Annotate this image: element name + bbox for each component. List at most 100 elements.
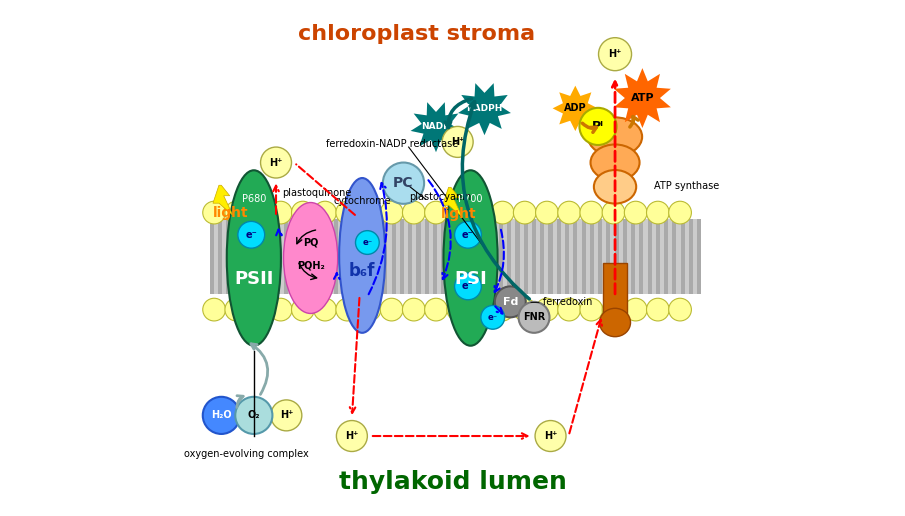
Bar bbox=[466, 219, 470, 294]
Circle shape bbox=[454, 221, 481, 248]
Circle shape bbox=[646, 201, 669, 224]
Circle shape bbox=[580, 201, 603, 224]
Ellipse shape bbox=[339, 178, 386, 333]
Bar bbox=[218, 219, 223, 294]
Ellipse shape bbox=[591, 144, 640, 181]
Circle shape bbox=[536, 201, 558, 224]
Text: O₂: O₂ bbox=[248, 410, 260, 421]
Circle shape bbox=[513, 201, 536, 224]
Bar bbox=[450, 219, 453, 294]
Circle shape bbox=[669, 201, 691, 224]
Circle shape bbox=[380, 201, 403, 224]
Circle shape bbox=[336, 298, 358, 321]
Text: H⁺: H⁺ bbox=[544, 431, 557, 441]
Bar bbox=[342, 219, 347, 294]
Bar bbox=[309, 219, 313, 294]
Text: NADP: NADP bbox=[422, 122, 451, 131]
Circle shape bbox=[519, 302, 549, 333]
Polygon shape bbox=[553, 86, 598, 131]
Circle shape bbox=[491, 201, 514, 224]
Bar bbox=[623, 219, 627, 294]
Circle shape bbox=[314, 201, 337, 224]
Circle shape bbox=[271, 400, 302, 431]
Bar bbox=[482, 219, 487, 294]
Text: thylakoid lumen: thylakoid lumen bbox=[338, 471, 567, 494]
Circle shape bbox=[602, 298, 624, 321]
Ellipse shape bbox=[227, 170, 281, 346]
Circle shape bbox=[443, 126, 473, 157]
Text: H⁺: H⁺ bbox=[608, 49, 622, 59]
Text: light: light bbox=[213, 206, 248, 220]
Bar bbox=[603, 263, 627, 330]
Bar bbox=[548, 219, 553, 294]
Text: Pᴵ: Pᴵ bbox=[592, 120, 604, 133]
Bar bbox=[532, 219, 536, 294]
Circle shape bbox=[261, 147, 291, 178]
Text: plastocyanin: plastocyanin bbox=[409, 192, 471, 202]
Text: light: light bbox=[441, 207, 477, 221]
Text: Fd: Fd bbox=[502, 297, 518, 307]
Text: NADPH: NADPH bbox=[466, 104, 502, 113]
Ellipse shape bbox=[588, 118, 643, 156]
Polygon shape bbox=[443, 187, 462, 217]
Circle shape bbox=[358, 298, 381, 321]
Bar bbox=[276, 219, 281, 294]
Text: H⁺: H⁺ bbox=[345, 431, 358, 441]
Bar bbox=[292, 219, 297, 294]
Circle shape bbox=[424, 298, 447, 321]
Bar bbox=[334, 219, 338, 294]
Text: PQH₂: PQH₂ bbox=[297, 261, 325, 271]
Text: ATP synthase: ATP synthase bbox=[653, 181, 719, 191]
Bar bbox=[606, 219, 610, 294]
Circle shape bbox=[469, 201, 491, 224]
Circle shape bbox=[447, 298, 470, 321]
Text: H₂O: H₂O bbox=[211, 410, 232, 421]
Text: FNR: FNR bbox=[523, 312, 545, 322]
Bar bbox=[689, 219, 693, 294]
Bar bbox=[507, 219, 511, 294]
Circle shape bbox=[291, 201, 314, 224]
Circle shape bbox=[403, 298, 425, 321]
Bar bbox=[573, 219, 577, 294]
Circle shape bbox=[602, 201, 624, 224]
Circle shape bbox=[270, 298, 292, 321]
Bar bbox=[441, 219, 445, 294]
Circle shape bbox=[624, 298, 647, 321]
Text: chloroplast stroma: chloroplast stroma bbox=[298, 24, 535, 43]
Text: oxygen-evolving complex: oxygen-evolving complex bbox=[184, 449, 309, 459]
Text: P700: P700 bbox=[458, 194, 482, 204]
Text: PQ: PQ bbox=[303, 237, 319, 248]
Bar bbox=[672, 219, 676, 294]
Circle shape bbox=[383, 163, 424, 204]
Polygon shape bbox=[411, 102, 462, 152]
Bar bbox=[260, 219, 263, 294]
Ellipse shape bbox=[599, 309, 631, 337]
Text: ADP: ADP bbox=[564, 103, 586, 114]
Circle shape bbox=[225, 201, 248, 224]
Bar bbox=[639, 219, 643, 294]
Circle shape bbox=[491, 298, 514, 321]
Text: e⁻: e⁻ bbox=[362, 238, 373, 247]
Circle shape bbox=[454, 273, 481, 300]
Circle shape bbox=[291, 298, 314, 321]
Circle shape bbox=[424, 201, 447, 224]
Polygon shape bbox=[458, 83, 511, 135]
Bar bbox=[697, 219, 701, 294]
Bar bbox=[458, 219, 462, 294]
Text: e⁻: e⁻ bbox=[245, 230, 257, 240]
Circle shape bbox=[356, 231, 379, 254]
Ellipse shape bbox=[594, 170, 636, 203]
Polygon shape bbox=[213, 185, 233, 215]
Bar bbox=[664, 219, 668, 294]
Circle shape bbox=[336, 201, 358, 224]
Bar bbox=[300, 219, 305, 294]
Ellipse shape bbox=[283, 202, 338, 313]
Circle shape bbox=[238, 221, 264, 248]
Circle shape bbox=[536, 298, 558, 321]
Bar bbox=[631, 219, 635, 294]
Circle shape bbox=[270, 201, 292, 224]
Bar bbox=[268, 219, 272, 294]
Bar bbox=[210, 219, 214, 294]
Circle shape bbox=[337, 421, 367, 452]
Ellipse shape bbox=[443, 170, 498, 346]
